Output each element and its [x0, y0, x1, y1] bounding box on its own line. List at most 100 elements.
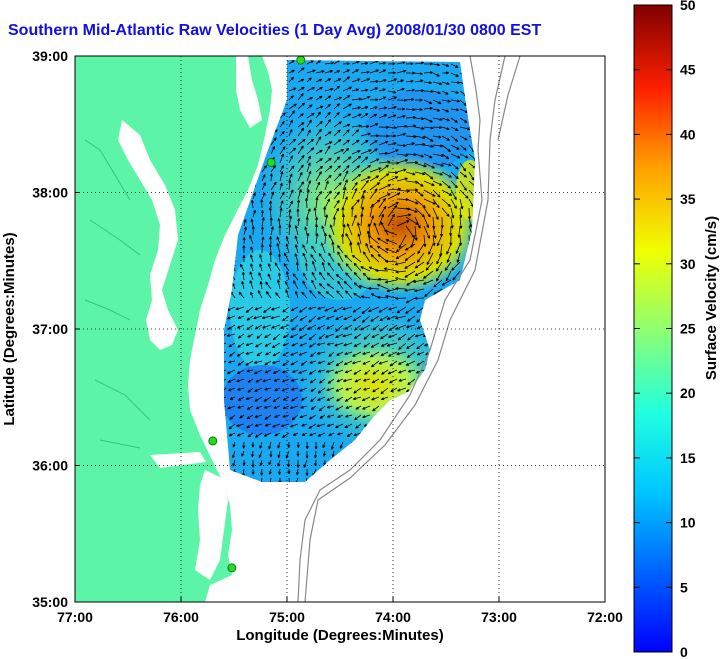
velocity-arrow — [309, 289, 317, 299]
velocity-arrow — [237, 405, 245, 409]
velocity-arrow — [432, 198, 440, 209]
velocity-arrow — [271, 324, 281, 329]
velocity-arrow — [315, 181, 320, 191]
velocity-arrow — [335, 333, 344, 339]
velocity-arrow — [450, 144, 460, 150]
velocity-arrow — [362, 360, 371, 365]
velocity-arrow — [246, 414, 254, 420]
velocity-arrow — [295, 468, 300, 476]
velocity-arrow — [228, 342, 236, 348]
velocity-arrow — [414, 135, 426, 140]
velocity-arrow — [311, 279, 317, 290]
velocity-arrow — [343, 280, 353, 290]
velocity-arrow — [324, 103, 332, 110]
velocity-arrow — [236, 432, 245, 437]
velocity-arrow — [228, 423, 236, 430]
velocity-arrow — [355, 423, 362, 429]
velocity-arrow — [441, 180, 451, 189]
velocity-arrow — [271, 306, 281, 311]
velocity-arrow — [423, 162, 435, 169]
velocity-arrow — [378, 193, 391, 200]
velocity-arrow — [315, 171, 322, 182]
velocity-arrow — [300, 405, 308, 409]
velocity-arrow — [423, 81, 432, 85]
velocity-arrow — [351, 155, 362, 164]
station-marker — [208, 436, 218, 446]
velocity-arrow — [395, 270, 407, 274]
velocity-arrow — [315, 165, 324, 173]
velocity-arrow — [450, 108, 460, 112]
velocity-arrow — [254, 414, 263, 418]
velocity-arrow — [330, 441, 335, 450]
velocity-arrow — [351, 88, 360, 92]
velocity-arrow — [298, 324, 308, 332]
velocity-arrow — [282, 405, 290, 410]
velocity-arrow — [241, 281, 245, 290]
velocity-arrow — [321, 261, 326, 272]
velocity-arrow — [346, 223, 353, 236]
bathymetry-contours — [297, 56, 521, 602]
velocity-arrow — [324, 131, 332, 137]
velocity-arrow — [245, 342, 254, 346]
velocity-arrow — [278, 272, 282, 281]
velocity-arrow — [459, 171, 468, 178]
velocity-arrow — [324, 157, 332, 164]
velocity-arrow — [235, 306, 245, 311]
velocity-arrow — [416, 306, 425, 314]
velocity-arrow — [316, 351, 326, 355]
velocity-arrow — [384, 259, 398, 263]
velocity-arrow — [245, 360, 254, 366]
velocity-arrow — [247, 432, 254, 438]
velocity-arrow — [380, 378, 389, 384]
velocity-arrow — [279, 120, 285, 128]
velocity-arrow — [316, 342, 326, 346]
velocity-arrow — [468, 153, 475, 162]
velocity-arrow — [324, 78, 332, 83]
velocity-arrow — [324, 190, 332, 200]
velocity-arrow — [450, 171, 459, 180]
velocity-arrow — [331, 450, 335, 458]
velocity-arrow — [342, 333, 353, 338]
velocity-arrow — [450, 126, 459, 132]
velocity-arrow — [396, 213, 412, 218]
velocity-arrow — [288, 69, 295, 74]
velocity-arrow — [450, 189, 457, 201]
velocity-arrow — [387, 201, 399, 209]
velocity-arrow — [450, 135, 459, 142]
velocity-arrow — [423, 117, 433, 123]
velocity-arrow — [369, 167, 382, 173]
velocity-arrow — [387, 71, 396, 75]
velocity-arrow — [277, 218, 281, 227]
velocity-arrow — [274, 432, 281, 437]
x-axis-label: Longitude (Degrees:Minutes) — [236, 627, 444, 644]
colorbar-tick-label: 10 — [680, 515, 696, 531]
velocity-arrow — [265, 351, 272, 356]
velocity-arrow — [423, 171, 434, 180]
colorbar-tick-label: 30 — [680, 256, 696, 272]
velocity-arrow — [324, 306, 335, 312]
velocity-arrow — [355, 405, 362, 410]
velocity-arrow — [299, 414, 308, 419]
velocity-arrow — [377, 237, 389, 245]
velocity-arrow — [450, 72, 459, 77]
velocity-arrow — [317, 291, 326, 299]
velocity-arrow — [406, 351, 416, 358]
velocity-arrow — [259, 459, 263, 466]
velocity-arrow — [414, 79, 424, 83]
velocity-arrow — [315, 197, 319, 209]
velocity-arrow — [396, 132, 407, 137]
velocity-arrow — [344, 423, 353, 429]
velocity-arrow — [351, 139, 360, 146]
colorbar-tick-label: 35 — [680, 191, 696, 207]
velocity-arrow — [363, 333, 371, 340]
velocity-arrow — [315, 86, 323, 92]
velocity-arrow — [297, 171, 303, 182]
velocity-arrow — [287, 459, 291, 468]
velocity-arrow — [258, 450, 263, 459]
velocity-arrow — [450, 153, 461, 159]
velocity-arrow — [459, 126, 471, 131]
velocity-arrow — [277, 441, 281, 449]
velocity-arrow — [360, 88, 369, 92]
velocity-arrow — [342, 187, 347, 200]
velocity-arrow — [360, 179, 369, 191]
